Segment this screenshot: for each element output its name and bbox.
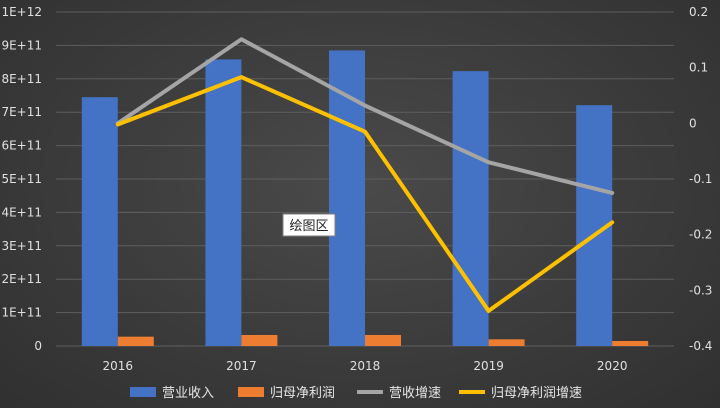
bar-revenue	[81, 97, 118, 346]
legend-label: 归母净利润增速	[491, 386, 582, 401]
y-left-tick-label: 3E+11	[1, 239, 42, 253]
bar-net-profit	[612, 340, 649, 346]
y-left-tick-label: 4E+11	[1, 205, 42, 219]
line-net-profit-growth	[115, 75, 615, 313]
bar-revenue	[329, 50, 365, 346]
legend-label: 营业收入	[162, 386, 214, 401]
y-left-tick-label: 6E+11	[1, 139, 42, 153]
bar-net-profit	[365, 334, 401, 346]
y-left-tick-label: 9E+11	[1, 38, 42, 52]
y-left-tick-label: 1E+12	[1, 5, 42, 19]
y-right-tick-label: -0.1	[689, 172, 712, 186]
x-tick-label: 2018	[350, 359, 381, 373]
x-tick-label: 2020	[597, 359, 628, 373]
plot-area-tooltip-box	[282, 213, 336, 237]
bar-net-profit	[241, 334, 278, 346]
legend-label: 归母净利润	[270, 386, 335, 401]
legend-label: 营收增速	[389, 386, 441, 401]
bar-net-profit	[488, 339, 525, 346]
y-right-tick-label: -0.4	[689, 339, 712, 353]
y-left-tick-label: 2E+11	[1, 272, 42, 286]
y-left-tick-label: 8E+11	[1, 72, 42, 86]
y-left-tick-label: 1E+11	[1, 306, 42, 320]
y-right-tick-label: 0.1	[689, 61, 708, 75]
bar-revenue	[205, 59, 242, 346]
y-right-tick-label: 0	[689, 116, 697, 130]
y-right-tick-label: -0.2	[689, 228, 712, 242]
x-tick-label: 2016	[103, 359, 134, 373]
bar-net-profit	[117, 336, 154, 346]
plot-area-tooltip-text: 绘图区	[289, 219, 328, 234]
line-revenue-growth	[115, 37, 615, 195]
legend-swatch	[238, 387, 264, 397]
x-tick-label: 2017	[226, 359, 257, 373]
legend-swatch	[130, 387, 156, 397]
x-tick-label: 2019	[473, 359, 504, 373]
y-left-tick-label: 7E+11	[1, 105, 42, 119]
y-left-tick-label: 0	[34, 339, 42, 353]
y-right-tick-label: 0.2	[689, 5, 708, 19]
y-left-tick-label: 5E+11	[1, 172, 42, 186]
y-right-tick-label: -0.3	[689, 283, 712, 297]
